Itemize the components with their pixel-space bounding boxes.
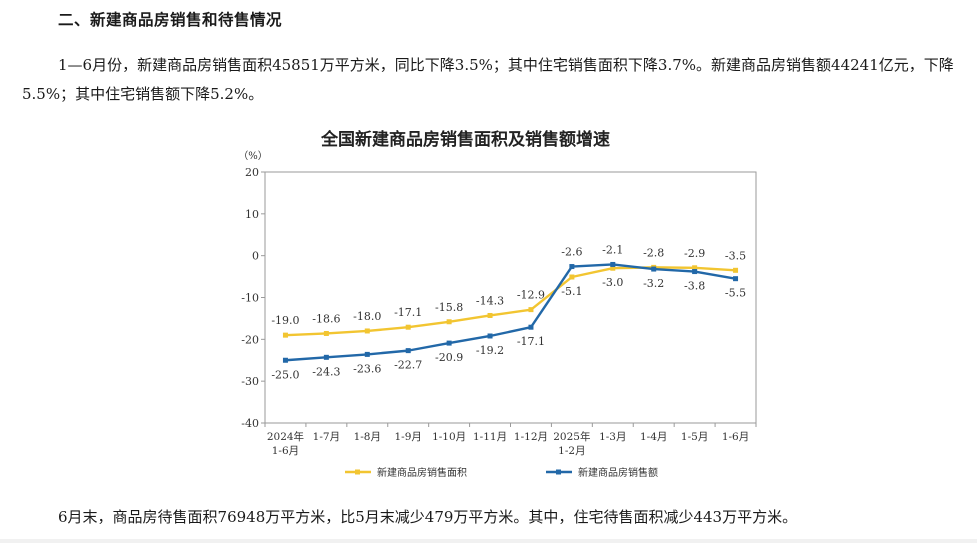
data-label-sales-amount: -20.9 xyxy=(435,351,463,364)
data-point-sales-area xyxy=(528,307,534,313)
x-tick-label: 1-7月 xyxy=(313,431,340,443)
paragraph-inventory-summary: 6月末，商品房待售面积76948万平方米，比5月末减少479万平方米。其中，住宅… xyxy=(58,508,798,526)
data-point-sales-amount xyxy=(323,354,329,360)
data-point-sales-amount xyxy=(569,264,575,270)
y-tick-label: -40 xyxy=(241,417,259,430)
x-tick-label: 1-9月 xyxy=(394,431,421,443)
data-label-sales-area: -3.5 xyxy=(725,249,746,262)
data-point-sales-area xyxy=(487,312,493,318)
legend-sales-area-swatch-marker xyxy=(355,469,360,475)
data-label-sales-amount: -19.2 xyxy=(476,344,504,357)
x-tick-label: 1-6月 xyxy=(272,445,299,457)
data-label-sales-area: -12.9 xyxy=(517,289,545,302)
x-tick-label: 1-3月 xyxy=(599,431,626,443)
x-tick-label: 1-11月 xyxy=(473,431,507,443)
data-point-sales-amount xyxy=(446,340,452,346)
data-label-sales-area: -3.0 xyxy=(602,276,623,289)
data-label-sales-amount: -23.6 xyxy=(353,362,381,375)
x-tick-label: 1-8月 xyxy=(354,431,381,443)
data-point-sales-area xyxy=(323,330,329,336)
y-tick-label: 20 xyxy=(245,166,259,179)
data-label-sales-area: -2.9 xyxy=(684,247,705,260)
data-label-sales-area: -18.0 xyxy=(353,310,381,323)
data-label-sales-amount: -2.1 xyxy=(602,243,623,256)
paragraph-sales-summary: 1—6月份，新建商品房销售面积45851万平方米，同比下降3.5%；其中住宅销售… xyxy=(22,56,954,103)
data-label-sales-amount: -5.5 xyxy=(725,287,746,300)
y-tick-label: 0 xyxy=(252,250,259,263)
data-point-sales-amount xyxy=(733,276,739,282)
data-label-sales-area: -18.6 xyxy=(312,312,340,325)
data-label-sales-amount: -25.0 xyxy=(271,368,299,381)
data-label-sales-amount: -17.1 xyxy=(517,335,545,348)
data-label-sales-amount: -2.6 xyxy=(561,246,582,259)
x-tick-label: 1-10月 xyxy=(432,431,466,443)
series-line-sales-area xyxy=(285,266,736,337)
data-point-sales-amount xyxy=(364,351,370,357)
x-tick-label: 1-5月 xyxy=(681,431,708,443)
data-point-sales-amount xyxy=(692,269,698,275)
data-point-sales-area xyxy=(733,267,739,273)
data-label-sales-area: -17.1 xyxy=(394,306,422,319)
y-tick-label: 10 xyxy=(245,208,259,221)
y-tick-label: -20 xyxy=(241,333,259,346)
data-point-sales-area xyxy=(610,265,616,271)
data-point-sales-area xyxy=(364,328,370,334)
data-label-sales-area: -14.3 xyxy=(476,294,504,307)
x-tick-label: 1-4月 xyxy=(640,431,667,443)
data-label-sales-amount: -24.3 xyxy=(312,365,340,378)
x-tick-label: 2024年 xyxy=(267,430,304,443)
data-point-sales-area xyxy=(446,319,452,325)
data-point-sales-amount xyxy=(487,333,493,339)
data-point-sales-amount xyxy=(610,261,616,267)
data-label-sales-amount: -22.7 xyxy=(394,359,422,372)
legend-sales-area-label: 新建商品房销售面积 xyxy=(377,466,467,479)
data-label-sales-area: -2.8 xyxy=(643,246,664,259)
data-point-sales-amount xyxy=(528,324,534,330)
data-point-sales-amount xyxy=(651,266,657,272)
x-tick-label: 1-2月 xyxy=(558,445,585,457)
legend-sales-amount-swatch-marker xyxy=(556,469,561,475)
data-label-sales-area: -19.0 xyxy=(271,314,299,327)
data-label-sales-area: -5.1 xyxy=(561,285,582,298)
section-heading: 二、新建商品房销售和待售情况 xyxy=(58,11,283,29)
y-tick-label: -30 xyxy=(241,375,259,388)
plot-frame xyxy=(264,171,757,424)
series-line-sales-amount xyxy=(285,263,736,362)
data-point-sales-area xyxy=(569,274,575,280)
data-point-sales-amount xyxy=(405,348,411,354)
y-tick-label: -10 xyxy=(241,292,259,305)
data-label-sales-amount: -3.2 xyxy=(643,277,664,290)
x-tick-label: 1-12月 xyxy=(514,431,548,443)
bottom-divider xyxy=(0,539,977,543)
chart-title: 全国新建商品房销售面积及销售额增速 xyxy=(321,130,610,150)
x-tick-label: 2025年 xyxy=(553,430,590,443)
data-label-sales-area: -15.8 xyxy=(435,301,463,314)
data-point-sales-area xyxy=(282,332,288,338)
data-point-sales-area xyxy=(405,324,411,330)
x-tick-label: 1-6月 xyxy=(722,431,749,443)
legend-sales-amount-label: 新建商品房销售额 xyxy=(578,466,658,479)
data-label-sales-amount: -3.8 xyxy=(684,280,705,293)
y-axis-unit: （%） xyxy=(238,150,268,162)
data-point-sales-area xyxy=(692,265,698,271)
data-point-sales-amount xyxy=(282,357,288,363)
